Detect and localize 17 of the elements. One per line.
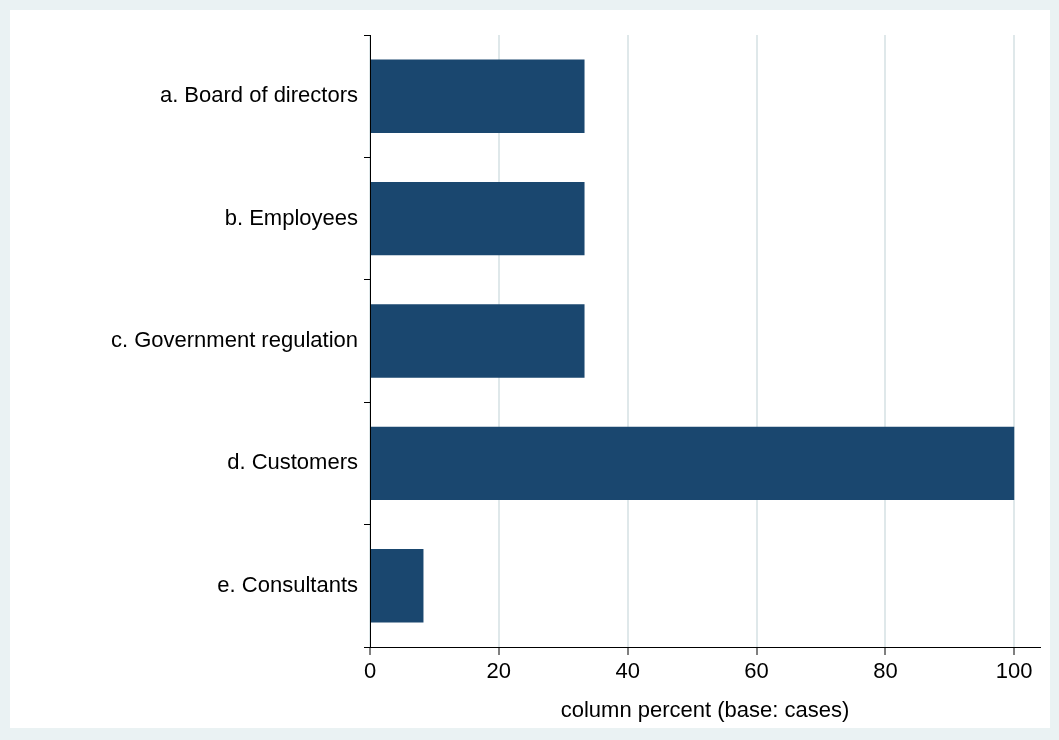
bar	[371, 59, 585, 133]
y-tick-label: c. Government regulation	[110, 327, 358, 353]
y-tick-label: d. Customers	[227, 449, 358, 475]
y-tick-label: b. Employees	[224, 204, 358, 230]
x-tick-label: 0	[363, 658, 377, 684]
bar	[371, 426, 1015, 501]
x-tick-label: 20	[486, 658, 512, 684]
x-tick-label: 40	[615, 658, 640, 684]
x-tick-label: 80	[873, 658, 898, 684]
y-tick-label: e. Consultants	[217, 571, 358, 597]
y-tick-label: a. Board of directors	[159, 82, 358, 108]
bar	[371, 304, 585, 378]
x-tick-label: 100	[995, 658, 1033, 684]
bar	[371, 181, 585, 256]
x-axis-title: column percent (base: cases)	[560, 696, 850, 722]
x-tick-label: 60	[744, 658, 769, 684]
bar	[371, 549, 424, 623]
